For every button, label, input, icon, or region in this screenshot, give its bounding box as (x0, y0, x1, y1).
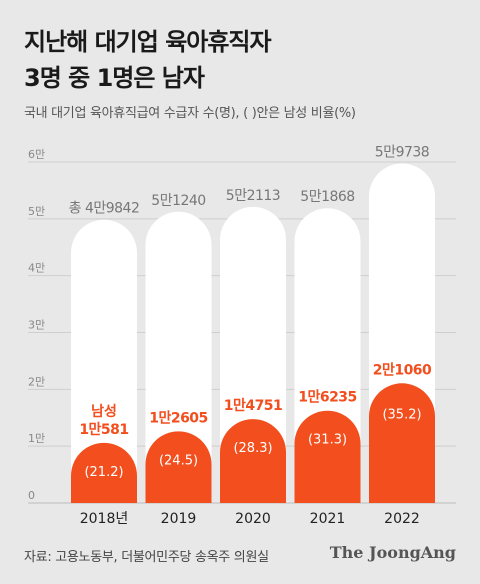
headline-line2: 3명 중 1명은 남자 (24, 64, 205, 92)
headline: 지난해 대기업 육아휴직자 3명 중 1명은 남자 (24, 24, 272, 96)
chart-subtitle: 국내 대기업 육아휴직급여 수급자 수(명), ( )안은 남성 비율(%) (24, 106, 356, 121)
male-ratio-label-1: (24.5) (159, 453, 198, 468)
male-ratio-label-4: (35.2) (382, 407, 421, 422)
y-tick-label-0: 0 (28, 489, 35, 502)
male-bar-0 (71, 442, 137, 503)
x-tick-label-3: 2021 (310, 511, 346, 527)
total-label-0: 총 4만9842 (69, 201, 140, 217)
male-ratio-label-2: (28.3) (233, 441, 272, 456)
male-label-prefix-0: 남성 (91, 403, 117, 420)
y-tick-label-6: 6만 (28, 148, 45, 161)
y-tick-label-5: 5만 (28, 205, 45, 218)
male-bar-2 (220, 419, 286, 503)
total-label-4: 5만9738 (375, 144, 429, 160)
total-bar-0 (71, 219, 137, 503)
male-ratio-label-0: (21.2) (84, 465, 123, 480)
x-tick-label-4: 2022 (384, 511, 420, 527)
headline-line1: 지난해 대기업 육아휴직자 (24, 28, 272, 56)
male-label-1: 1만2605 (149, 410, 208, 426)
source-note: 자료: 고용노동부, 더불어민주당 송옥주 의원실 (24, 550, 269, 565)
male-label-3: 1만6235 (298, 390, 357, 406)
total-label-1: 5만1240 (151, 193, 205, 209)
y-tick-label-4: 4만 (28, 262, 45, 275)
brand-logo: The JoongAng (329, 543, 456, 562)
x-tick-label-1: 2019 (161, 511, 197, 527)
y-tick-label-2: 2만 (28, 375, 45, 388)
total-bar-1 (145, 211, 212, 503)
total-label-3: 5만1868 (300, 189, 354, 205)
y-tick-label-3: 3만 (28, 319, 45, 332)
male-ratio-label-3: (31.3) (308, 433, 347, 448)
x-tick-label-0: 2018년 (80, 511, 129, 527)
x-tick-label-2: 2020 (235, 511, 271, 527)
male-bar-1 (145, 431, 212, 503)
male-label-0: 1만581 (79, 422, 128, 438)
male-label-4: 2만1060 (373, 362, 432, 378)
y-tick-label-1: 1만 (28, 432, 45, 445)
male-label-2: 1만4751 (224, 398, 283, 414)
male-bar-4 (369, 383, 435, 503)
total-label-2: 5만2113 (226, 188, 280, 204)
male-bar-3 (294, 410, 361, 503)
